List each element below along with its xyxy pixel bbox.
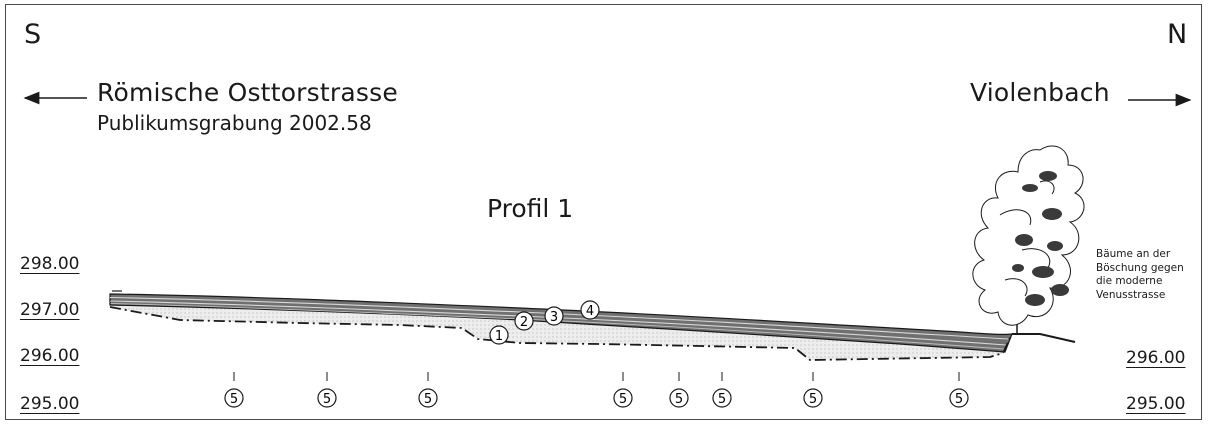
bottom-marker-1: 5	[224, 372, 244, 408]
svg-text:5: 5	[675, 392, 683, 407]
direction-south-label: S	[24, 19, 42, 50]
svg-text:5: 5	[230, 392, 238, 407]
modern-surface-line	[1012, 333, 1076, 343]
layer-label-1: 1	[489, 325, 509, 345]
bottom-marker-8: 5	[949, 372, 969, 408]
tree-foliage-shading	[1012, 171, 1069, 306]
diagram-frame	[5, 4, 1202, 420]
svg-text:4: 4	[586, 304, 594, 319]
direction-north-label: N	[1167, 19, 1188, 50]
layer-line-1	[109, 296, 1009, 340]
bottom-marker-5: 5	[669, 372, 689, 408]
svg-text:5: 5	[323, 392, 331, 407]
tree-note: Bäume an der Böschung gegen die moderne …	[1096, 248, 1184, 301]
svg-text:5: 5	[718, 392, 726, 407]
right-location-name: Violenbach	[970, 78, 1110, 107]
elevation-label-296: 296.00	[20, 346, 80, 366]
bottom-marker-4: 5	[613, 372, 633, 408]
left-location-subtitle: Publikumsgrabung 2002.58	[97, 111, 372, 135]
svg-text:2: 2	[520, 315, 528, 330]
bottom-marker-6: 5	[712, 372, 732, 408]
svg-text:5: 5	[424, 392, 432, 407]
elevation-label-297: 297.00	[20, 300, 80, 320]
svg-text:3: 3	[550, 310, 558, 325]
profile-title: Profil 1	[487, 194, 574, 223]
svg-text:5: 5	[955, 392, 963, 407]
layer-label-2: 2	[514, 311, 534, 331]
svg-text:1: 1	[495, 329, 503, 344]
svg-text:5: 5	[619, 392, 627, 407]
left-location-name: Römische Osttorstrasse	[97, 78, 398, 107]
bottom-marker-7: 5	[803, 372, 823, 408]
elevation-label-298: 298.00	[20, 254, 80, 274]
layer-label-4: 4	[580, 300, 600, 320]
layer-label-3: 3	[544, 306, 564, 326]
elevation-label-295: 295.00	[20, 394, 80, 414]
elevation-label-right-295: 295.00	[1126, 394, 1186, 414]
svg-text:5: 5	[809, 392, 817, 407]
layer-5-fill	[110, 305, 1003, 360]
bottom-marker-2: 5	[317, 372, 337, 408]
elevation-label-right-296: 296.00	[1126, 348, 1186, 368]
bottom-marker-3: 5	[418, 372, 438, 408]
